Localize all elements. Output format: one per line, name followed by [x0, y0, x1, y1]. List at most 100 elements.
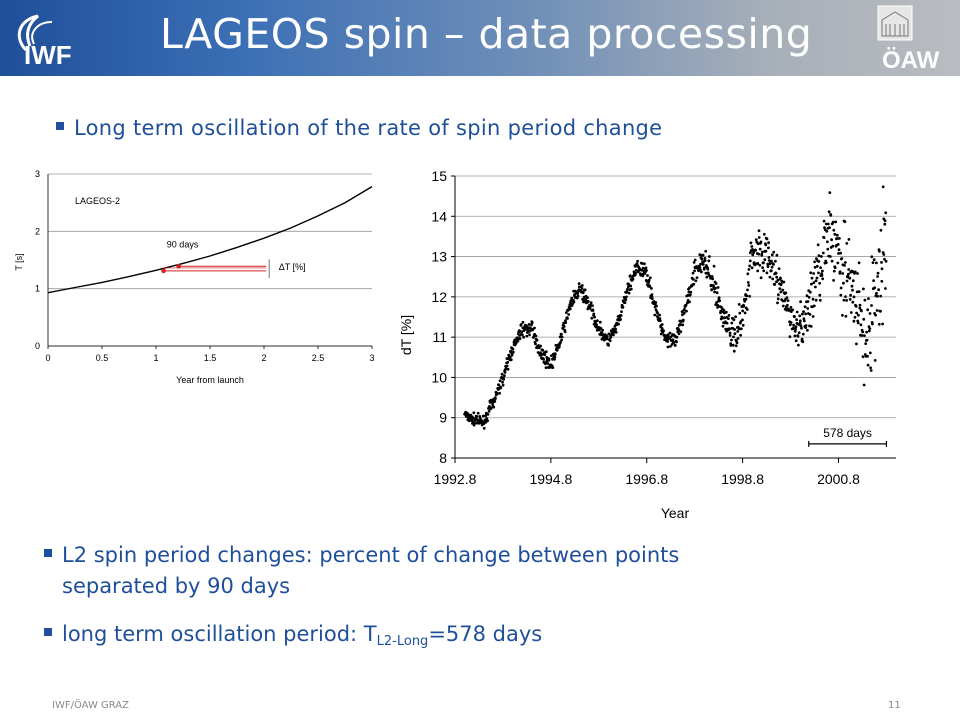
data-point	[603, 338, 606, 342]
data-point	[671, 338, 675, 342]
data-point	[841, 272, 845, 275]
data-point	[688, 293, 692, 297]
data-point	[712, 264, 716, 268]
data-point	[828, 255, 832, 258]
data-point	[818, 298, 822, 302]
data-point	[784, 291, 788, 295]
data-point	[798, 319, 802, 323]
y-tick-label: 11	[432, 329, 447, 345]
data-point	[730, 321, 734, 325]
data-point	[628, 274, 632, 277]
data-point	[843, 261, 847, 264]
data-point	[706, 267, 710, 271]
data-point	[789, 321, 793, 324]
data-point	[675, 335, 679, 339]
data-point	[748, 294, 751, 298]
data-point	[830, 238, 833, 242]
iwf-logo-text: IWF	[24, 40, 72, 70]
data-point	[619, 318, 622, 321]
data-point	[684, 303, 688, 307]
data-point	[666, 333, 670, 337]
x-tick-label: 2	[261, 353, 266, 363]
data-point	[681, 323, 685, 327]
data-point	[741, 309, 745, 313]
data-point	[466, 412, 470, 416]
data-point	[625, 288, 629, 291]
data-point	[806, 307, 810, 310]
data-point	[502, 377, 506, 381]
data-point	[793, 315, 796, 319]
data-point	[590, 316, 594, 320]
data-point	[786, 299, 790, 302]
data-point	[797, 343, 800, 347]
data-point	[760, 253, 764, 257]
data-point	[492, 405, 496, 409]
data-point	[850, 284, 854, 288]
data-point	[668, 331, 672, 335]
data-point	[879, 228, 883, 232]
data-point	[832, 228, 836, 232]
data-point	[795, 318, 798, 321]
data-point	[535, 338, 539, 342]
data-point	[710, 288, 714, 291]
data-point	[838, 270, 842, 274]
data-point	[675, 340, 678, 344]
data-point	[749, 241, 753, 245]
data-point	[722, 308, 726, 312]
data-point	[547, 357, 551, 360]
data-point	[809, 325, 813, 328]
data-point	[878, 249, 881, 253]
data-point	[646, 274, 649, 277]
data-point	[765, 237, 769, 241]
data-point	[870, 304, 873, 307]
data-point	[485, 417, 489, 420]
data-point	[857, 313, 860, 317]
data-point	[634, 271, 638, 275]
data-point	[730, 338, 733, 342]
x-tick-label: 1996.8	[625, 471, 668, 487]
data-point	[826, 240, 829, 244]
x-tick-label: 2.5	[312, 353, 325, 363]
x-tick-label: 1998.8	[721, 471, 764, 487]
marked-point	[161, 268, 166, 274]
data-point	[539, 351, 542, 355]
data-point	[774, 271, 778, 275]
data-point	[497, 383, 501, 387]
data-point	[781, 288, 785, 292]
data-point	[659, 332, 663, 336]
data-point	[851, 279, 855, 283]
data-point	[817, 254, 821, 258]
data-point	[734, 315, 737, 319]
data-point	[794, 327, 797, 331]
data-point	[881, 322, 884, 326]
data-point	[654, 301, 658, 304]
y-tick-label: 3	[35, 169, 40, 179]
data-point	[813, 265, 817, 269]
data-point	[660, 323, 664, 326]
data-point	[857, 290, 861, 293]
data-point	[750, 266, 754, 270]
data-point	[760, 250, 764, 254]
data-point	[738, 311, 742, 315]
data-point	[764, 249, 768, 253]
data-point	[636, 259, 639, 263]
data-point	[732, 318, 736, 322]
data-point	[852, 295, 856, 299]
data-point	[528, 333, 531, 337]
data-point	[484, 414, 487, 418]
data-point	[653, 313, 657, 317]
data-point	[608, 339, 612, 343]
data-point	[814, 298, 818, 302]
data-point	[757, 252, 761, 256]
data-point	[721, 324, 725, 328]
data-point	[614, 327, 618, 331]
data-point	[860, 334, 864, 337]
data-point	[865, 338, 869, 342]
data-point	[703, 259, 707, 262]
data-point	[678, 322, 682, 326]
data-point	[845, 279, 849, 283]
data-point	[847, 238, 851, 241]
chart-left-title: LAGEOS-2	[75, 196, 120, 206]
data-point	[856, 272, 859, 275]
bullet-marker	[56, 122, 64, 130]
